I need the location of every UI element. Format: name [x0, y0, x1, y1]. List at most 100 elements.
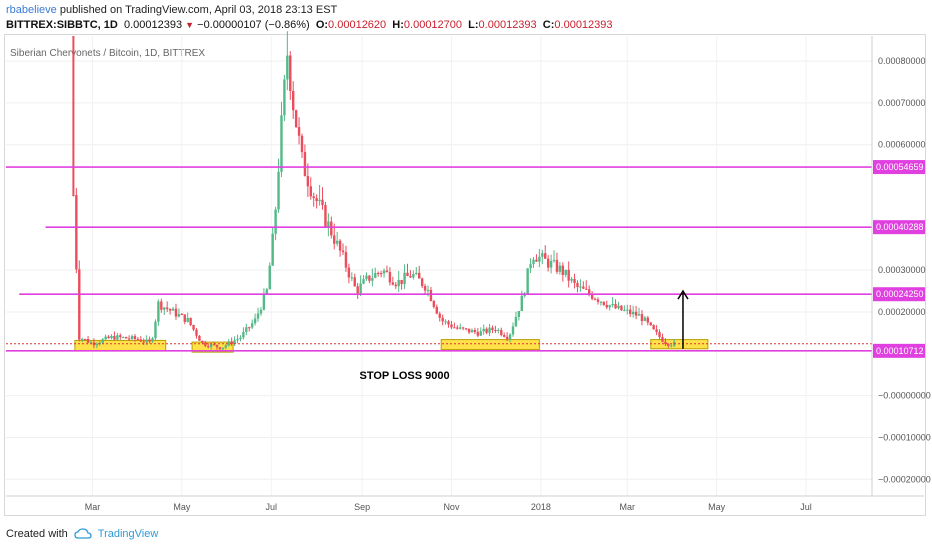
x-tick-label: Mar: [620, 502, 636, 512]
candle-body: [89, 342, 93, 344]
candle-body: [599, 301, 603, 303]
price-chart[interactable]: Siberian Chervonets / Bitcoin, 1D, BITTR…: [0, 0, 932, 520]
candle-body: [514, 317, 518, 327]
candle-body: [479, 331, 482, 336]
stop-loss-annotation: STOP LOSS 9000: [360, 370, 450, 382]
candle-body: [602, 301, 606, 305]
down-triangle-icon: ▼: [185, 20, 195, 30]
candle-body: [403, 272, 406, 285]
candle-body: [447, 321, 450, 325]
candle-body: [567, 269, 570, 281]
candle-body: [154, 321, 157, 339]
candle-body: [347, 267, 351, 278]
candle-body: [634, 311, 638, 316]
candle-body: [658, 332, 661, 337]
symbol-label: BITTREX:SIBBTC, 1D: [6, 19, 118, 31]
candle-body: [136, 338, 140, 340]
candle-body: [376, 272, 380, 274]
candle-body: [485, 328, 488, 333]
candle-body: [280, 115, 283, 172]
candle-body: [614, 303, 617, 309]
candle-body: [561, 265, 565, 275]
ohlc-bar: BITTREX:SIBBTC, 1D 0.00012393 ▼ −0.00000…: [6, 18, 613, 33]
level-lines[interactable]: 0.00054659 0.00040288 0.00024250 0.00010712: [6, 160, 925, 358]
candle-body: [371, 277, 374, 281]
candle-body: [356, 286, 359, 294]
candle-body: [461, 327, 465, 329]
candle-body: [142, 341, 145, 343]
candle-body: [204, 342, 207, 347]
candle-body: [236, 338, 239, 341]
candle-body: [119, 335, 122, 338]
candle-body: [177, 314, 181, 317]
candle-body: [303, 152, 307, 177]
candle-body: [482, 328, 485, 332]
candle-body: [344, 252, 348, 268]
tradingview-logo-text[interactable]: TradingView: [97, 528, 159, 540]
candle-body: [438, 313, 441, 318]
candle-body: [92, 342, 96, 346]
candle-body: [400, 279, 403, 285]
time-axis[interactable]: Mar May Jul Sep Nov 2018 Mar May Jul: [85, 502, 812, 512]
candle-body: [535, 259, 538, 262]
candle-body: [432, 300, 436, 307]
candle-body: [497, 329, 500, 331]
publish-info: published on TradingView.com, April 03, …: [59, 4, 338, 16]
candle-body: [318, 199, 321, 202]
candle-body: [379, 273, 383, 275]
candle-body: [620, 305, 623, 311]
low-label: L:: [468, 19, 479, 31]
candle-body: [75, 195, 78, 270]
high-value: 0.00012700: [403, 19, 463, 31]
candle-body: [259, 309, 263, 314]
candle-body: [555, 259, 559, 272]
candle-body: [312, 196, 315, 199]
candle-body: [330, 221, 333, 236]
level-price-label: 0.00010712: [876, 346, 924, 356]
y-tick-label: −0.00020000: [878, 474, 931, 484]
candle-body: [262, 293, 266, 310]
candle-body: [500, 329, 503, 336]
candle-body: [394, 284, 397, 287]
candle-body: [163, 307, 166, 310]
x-tick-label: Mar: [85, 502, 101, 512]
candle-body: [459, 327, 462, 329]
candle-body: [186, 317, 189, 322]
candle-body: [409, 276, 412, 278]
candle-body: [494, 330, 497, 332]
candle-body: [649, 322, 652, 326]
candle-body: [544, 253, 547, 259]
candle-body: [224, 345, 227, 348]
candle-body: [110, 335, 113, 339]
level-price-tag: [873, 287, 925, 302]
candle-body: [426, 289, 430, 291]
candle-body: [661, 336, 664, 342]
candle-body: [623, 309, 626, 311]
candle-body: [292, 91, 295, 111]
candle-body: [470, 330, 474, 333]
candle-body: [321, 199, 324, 206]
candle-body: [587, 289, 591, 295]
candle-body: [520, 295, 523, 312]
candle-body: [230, 341, 233, 344]
candle-body: [391, 282, 395, 285]
candle-body: [227, 341, 230, 346]
author-link[interactable]: rbabelieve: [6, 4, 57, 16]
candle-body: [338, 240, 342, 251]
candle-body: [418, 272, 421, 279]
candle-body: [286, 55, 289, 80]
price-axis[interactable]: 0.00080000 0.00070000 0.00060000 0.00030000…: [6, 36, 931, 497]
candle-body: [388, 271, 392, 283]
candle-body: [180, 314, 184, 316]
level-price-label: 0.00054659: [876, 162, 924, 172]
candle-body: [72, 194, 75, 196]
candle-body: [359, 283, 362, 294]
candle-body: [201, 340, 204, 343]
candle-body: [473, 330, 477, 333]
close-label: C:: [542, 19, 555, 31]
grid: [6, 36, 872, 496]
candle-body: [585, 288, 588, 290]
candle-body: [541, 253, 544, 257]
candle-body: [508, 334, 512, 340]
tradingview-cloud-icon: [74, 528, 92, 539]
